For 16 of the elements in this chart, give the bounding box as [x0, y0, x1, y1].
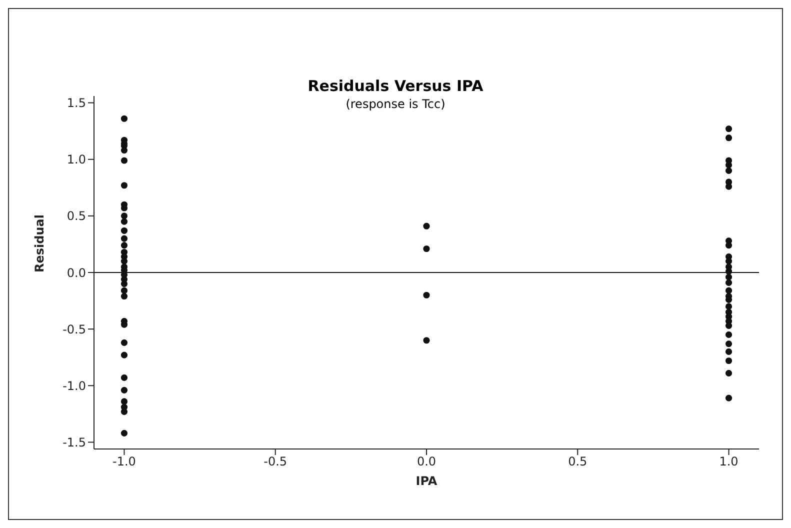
y-tick-label: 0.5 [66, 209, 86, 224]
y-tick-label: -1.0 [62, 378, 86, 393]
y-tick-label: -1.5 [62, 435, 86, 450]
y-axis-title: Residual [32, 214, 46, 272]
y-tick-label: 1.0 [66, 152, 86, 167]
y-tick-label: 0.0 [66, 266, 86, 280]
x-axis-title: IPA [416, 474, 438, 488]
chart-subtitle: (response is Tcc) [346, 97, 446, 111]
x-tick-label: 0.0 [416, 454, 436, 469]
x-tick-label: 1.0 [719, 454, 738, 469]
y-tick-label: -0.5 [62, 322, 86, 336]
chart-title: Residuals Versus IPA [306, 77, 484, 95]
x-tick-label: -1.0 [112, 454, 136, 469]
y-tick-label: 1.5 [66, 96, 86, 110]
x-tick-label: -0.5 [264, 454, 288, 469]
x-tick-label: 0.5 [568, 454, 588, 469]
